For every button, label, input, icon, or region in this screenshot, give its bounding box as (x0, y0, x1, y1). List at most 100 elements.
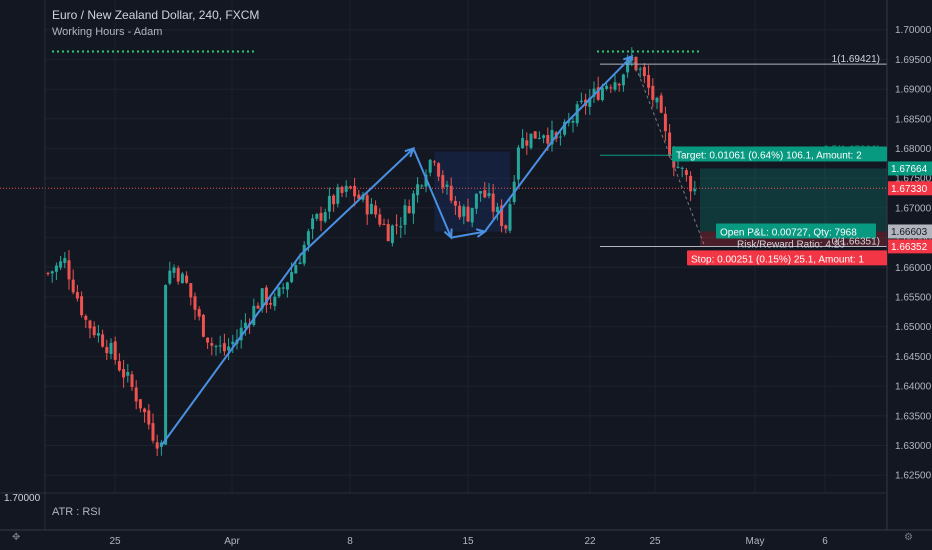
settings-icon[interactable]: ⚙ (904, 532, 913, 543)
session-dot (697, 50, 699, 53)
candle-body (668, 132, 672, 157)
session-dot (247, 50, 249, 53)
session-dot (197, 50, 199, 53)
stop-price-tag: 1.66352 (891, 242, 928, 253)
candle-body (458, 205, 462, 218)
candle-body (642, 66, 646, 77)
session-dot (222, 50, 224, 53)
candle-body (243, 322, 247, 329)
candle-body (483, 190, 487, 198)
open-pl-info-bg (716, 223, 876, 239)
candle-body (176, 268, 180, 282)
candle-body (655, 97, 659, 103)
target-info: Target: 0.01061 (0.64%) 106.1, Amount: 2 (676, 150, 862, 161)
target-price-tag: 1.67664 (891, 164, 928, 175)
indicator-subtitle: Working Hours - Adam (52, 26, 163, 38)
candle-body (571, 120, 575, 123)
candle-body (567, 121, 571, 123)
y-tick-label: 1.69000 (895, 85, 932, 96)
indicator-scale-value: 1.70000 (4, 493, 41, 504)
last-price-tag-bg (888, 181, 932, 196)
session-dot (682, 50, 684, 53)
candle-body (575, 104, 579, 124)
candle-body (529, 133, 533, 148)
candle-body (84, 315, 88, 320)
zoom-icon[interactable]: ✥ (12, 532, 21, 543)
session-dot (242, 50, 244, 53)
candle-body (294, 265, 298, 274)
candle-body (319, 212, 323, 221)
candle-body (432, 161, 436, 163)
session-dot (597, 50, 599, 53)
candle-body (193, 296, 197, 310)
candle-body (466, 206, 470, 222)
session-dot (602, 50, 604, 53)
y-tick-label: 1.70000 (895, 25, 932, 36)
candle-body (416, 184, 420, 196)
fib-0-label: 0(1.66351) (832, 236, 880, 247)
candle-body (369, 203, 373, 214)
candle-body (546, 135, 550, 144)
arrow-segment (160, 254, 301, 447)
session-dot (232, 50, 234, 53)
target-price-tag-bg (888, 161, 932, 176)
candle-body (663, 113, 667, 132)
candle-body (521, 138, 525, 148)
x-tick-label: Apr (224, 536, 240, 547)
candle-body (340, 186, 344, 193)
session-dot (177, 50, 179, 53)
candle-body (172, 267, 176, 273)
candle-body (437, 163, 441, 177)
candle-body (168, 270, 172, 284)
session-dot (227, 50, 229, 53)
x-tick-label: 15 (462, 536, 474, 547)
session-dot (632, 50, 634, 53)
candle-body (117, 361, 121, 371)
candle-body (533, 131, 537, 139)
price-axis: 1.70000 1.69500 1.69000 1.68500 1.68000 1.675… (0, 0, 932, 530)
session-dot (127, 50, 129, 53)
candle-body (621, 74, 625, 86)
candle-body (563, 121, 567, 135)
stop-info-bg (687, 250, 887, 266)
candle-body (138, 399, 142, 409)
candle-body (651, 85, 655, 100)
candle-body (634, 56, 638, 71)
candle-body (311, 218, 315, 230)
arrow-head (622, 54, 634, 66)
candle-body (550, 130, 554, 145)
candle-body (689, 175, 693, 192)
session-dot (202, 50, 204, 53)
candle-body (395, 224, 399, 226)
candle-body (365, 195, 369, 215)
candle-body (113, 341, 117, 360)
candle-body (336, 187, 340, 204)
candle-body (374, 205, 378, 215)
candle-body (252, 305, 256, 325)
candle-body (323, 212, 327, 222)
entry-price-tag: 1.66603 (891, 227, 928, 238)
candle-body (231, 341, 235, 345)
candle-body (164, 285, 168, 445)
session-dot (217, 50, 219, 53)
candle-body (239, 327, 243, 341)
y-tick-label: 1.62500 (895, 471, 932, 482)
y-tick-label: 1.63000 (895, 441, 932, 452)
candle-body (470, 207, 474, 223)
candle-body (659, 95, 663, 113)
session-dot (117, 50, 119, 53)
candle-body (277, 287, 281, 297)
candle-body (210, 343, 214, 346)
candle-body (508, 204, 512, 231)
candle-body (344, 185, 348, 192)
candle-body (684, 170, 688, 175)
session-dot (237, 50, 239, 53)
candle-body (101, 334, 105, 347)
candle-body (260, 288, 264, 309)
candle-body (428, 159, 432, 173)
candle-body (617, 83, 621, 86)
candle-body (348, 186, 352, 188)
candle-body (638, 68, 642, 70)
candle-body (525, 140, 529, 146)
